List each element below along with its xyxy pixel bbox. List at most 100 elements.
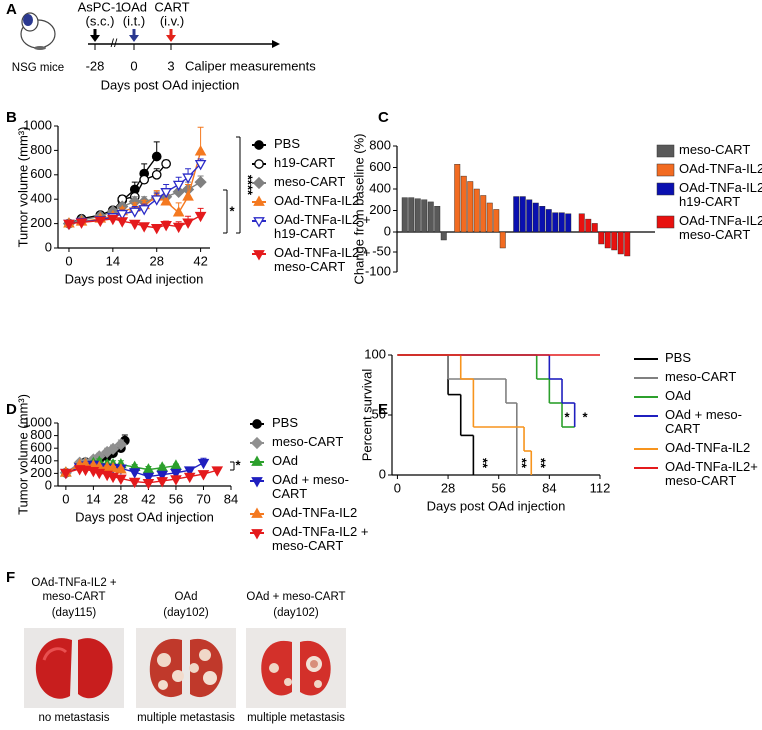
bar <box>519 196 526 233</box>
legend-label: OAd <box>665 389 692 403</box>
point <box>116 217 129 228</box>
bar <box>598 231 605 245</box>
legend-label: OAd-TNFa-IL2 <box>665 441 751 455</box>
axis-break: // <box>111 36 118 50</box>
legend-label-box: OAd + meso-CART <box>665 408 742 436</box>
legend-label-box: meso-CART <box>274 175 345 189</box>
x-tick-label: 70 <box>196 491 210 506</box>
legend-marker <box>251 477 263 488</box>
timeline-arrow <box>272 40 280 48</box>
panel-label: A <box>6 1 17 18</box>
y-tick-label: 1000 <box>23 117 52 132</box>
legend-swatch <box>656 144 675 158</box>
bar <box>604 231 611 249</box>
y-tick-label: 800 <box>30 427 52 442</box>
y-tick-label: 400 <box>369 180 391 195</box>
x-axis-label: Days post OAd injection <box>65 271 204 286</box>
point <box>115 474 127 485</box>
legend-label: OAd <box>272 454 299 468</box>
point <box>116 209 129 221</box>
legend-marker <box>253 217 265 228</box>
legend-label: meso-CART <box>272 435 344 449</box>
point <box>170 468 182 480</box>
photo-group: OAd <box>174 591 198 603</box>
point <box>194 211 207 223</box>
point <box>75 218 88 229</box>
legend-swatch <box>656 215 675 229</box>
bar <box>526 199 533 233</box>
legend-swatch <box>656 182 675 196</box>
legend-label: OAd-TNFa-IL2 + h19-CART <box>679 181 762 209</box>
bar <box>421 199 428 233</box>
significance: * <box>235 457 241 472</box>
injection-arrowhead <box>166 35 176 42</box>
x-tick-label: 28 <box>441 480 455 495</box>
y-tick-label: 400 <box>30 191 52 206</box>
y-tick-label: -100 <box>365 263 391 278</box>
point <box>170 459 182 470</box>
panel-label: B <box>6 109 17 126</box>
point <box>128 219 141 231</box>
bar <box>565 213 572 233</box>
significance: ** <box>515 458 530 469</box>
point <box>60 468 72 480</box>
y-tick-label: 600 <box>30 166 52 181</box>
point <box>93 468 106 480</box>
bar <box>624 231 631 257</box>
point <box>151 151 162 162</box>
legend-marker <box>251 529 263 540</box>
point <box>160 188 172 199</box>
legend-label: OAd-TNFa-IL2 + meso-CART <box>272 525 369 553</box>
legend-label-box: OAd-TNFa-IL2 + h19-CART <box>274 213 371 241</box>
photo-2 <box>136 628 236 708</box>
legend-label: OAd-TNFa-IL2 + h19-CART <box>274 213 371 241</box>
legend-marker <box>250 436 264 450</box>
bar <box>591 223 598 233</box>
legend-label-box: OAd <box>272 454 299 468</box>
point <box>150 224 163 235</box>
legend-label-box: OAd-TNFa-IL2+ meso-CART <box>665 460 758 488</box>
point <box>160 195 172 206</box>
x-tick-label: 56 <box>169 491 183 506</box>
legend-label: meso-CART <box>679 143 751 157</box>
y-tick-label: 1000 <box>23 414 52 429</box>
point <box>183 466 196 477</box>
point <box>107 461 119 473</box>
photo-finding: no metastasis <box>38 712 110 724</box>
x-tick-label: 0 <box>394 480 401 495</box>
legend-swatch <box>656 163 675 177</box>
legend-marker <box>253 250 265 261</box>
point <box>128 468 141 479</box>
legend-label: h19-CART <box>274 156 336 170</box>
photo-group-box: OAd + meso-CART <box>246 591 346 603</box>
photo-3 <box>246 628 346 708</box>
x-tick-label: 0 <box>65 253 72 268</box>
photo-finding: multiple metastasis <box>247 712 345 724</box>
point <box>138 222 150 233</box>
x-tick-label: 112 <box>590 480 611 495</box>
legend-label-box: OAd-TNFa-IL2 + meso-CART <box>679 214 762 242</box>
photo-day-box: (day102) <box>163 607 208 619</box>
point <box>63 219 75 231</box>
point <box>194 145 207 156</box>
point <box>183 472 196 484</box>
point <box>151 169 162 180</box>
photo-group: OAd + meso-CART <box>246 591 346 603</box>
x-tick-label: 42 <box>193 253 207 268</box>
legend-label: OAd-TNFa-IL2 <box>274 194 360 208</box>
series-line <box>65 468 218 484</box>
y-tick-label: 200 <box>30 215 52 230</box>
legend-label: OAd-TNFa-IL2+ meso-CART <box>665 460 758 488</box>
x-tick-label: 84 <box>542 480 556 495</box>
legend-label-box: PBS <box>665 351 691 365</box>
legend-marker <box>251 507 263 518</box>
injection-name: CART <box>154 0 189 14</box>
y-axis-label: Change from baseline (%) <box>351 133 366 284</box>
photo-group-box: OAd-TNFa-IL2 + meso-CART <box>31 577 116 603</box>
point <box>156 470 169 482</box>
point <box>172 180 185 192</box>
legend-label-box: meso-CART <box>665 370 736 384</box>
point <box>128 477 141 489</box>
injection-route: (i.t.) <box>123 13 145 28</box>
